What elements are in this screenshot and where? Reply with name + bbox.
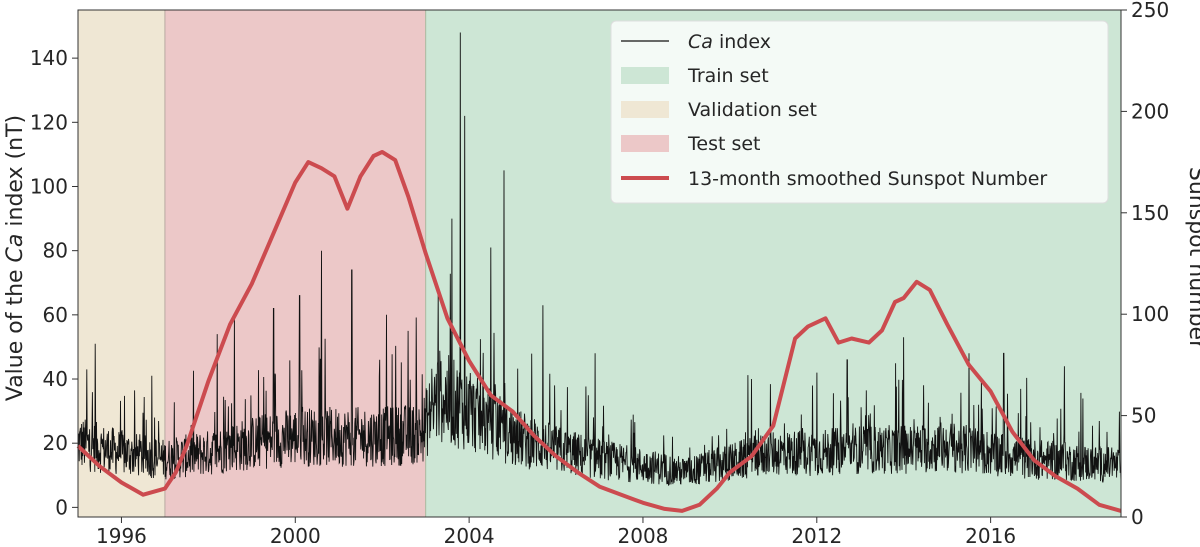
left-axis-label: Value of the Ca index (nT)	[3, 115, 28, 401]
right-y-tick-label: 100	[1131, 302, 1169, 326]
legend: Ca index Train set Validation set Test s…	[610, 20, 1109, 204]
x-tick-label: 2008	[618, 524, 669, 543]
left-y-tick-label: 80	[43, 239, 68, 263]
left-y-tick-label: 60	[43, 303, 68, 327]
legend-ssn-label: 13-month smoothed Sunspot Number	[688, 168, 1047, 190]
x-tick-label: 2016	[965, 524, 1016, 543]
left-y-tick-label: 140	[30, 46, 68, 70]
legend-test-label: Test set	[687, 133, 761, 155]
right-y-tick-label: 50	[1131, 404, 1156, 428]
legend-test-swatch	[621, 135, 669, 152]
sunspot-smoothed-line	[76, 150, 1122, 513]
left-y-tick-label: 100	[30, 174, 68, 198]
legend-train-swatch	[621, 67, 669, 84]
left-y-tick-label: 40	[43, 367, 68, 391]
x-tick-label: 2012	[791, 524, 842, 543]
sunspot-series	[76, 150, 1122, 513]
right-y-tick-label: 250	[1131, 0, 1169, 22]
left-y-tick-label: 20	[43, 431, 68, 455]
right-y-tick-label: 0	[1131, 505, 1144, 529]
left-y-axis: 0 20 40 60 80 100 120 140	[30, 46, 78, 519]
right-axis-label: Sunspot number	[1184, 167, 1200, 350]
x-tick-label: 2000	[270, 524, 321, 543]
ca-index-line	[77, 32, 1122, 486]
legend-validation-swatch	[621, 101, 669, 118]
x-tick-label: 2004	[444, 524, 495, 543]
right-y-axis: 0 50 100 150 200 250	[1121, 0, 1169, 529]
left-y-tick-label: 120	[30, 110, 68, 134]
x-tick-label: 1996	[96, 524, 147, 543]
legend-box	[610, 20, 1109, 204]
plot-frame	[77, 9, 1122, 518]
legend-ca-label: Ca index	[688, 31, 771, 53]
right-y-tick-label: 200	[1131, 99, 1169, 123]
legend-train-label: Train set	[687, 65, 769, 87]
ca-index-series	[77, 32, 1122, 486]
right-y-tick-label: 150	[1131, 201, 1169, 225]
legend-validation-label: Validation set	[688, 99, 817, 121]
x-axis: 1996 2000 2004 2008 2012 2016	[96, 517, 1016, 547]
left-y-tick-label: 0	[55, 495, 68, 519]
